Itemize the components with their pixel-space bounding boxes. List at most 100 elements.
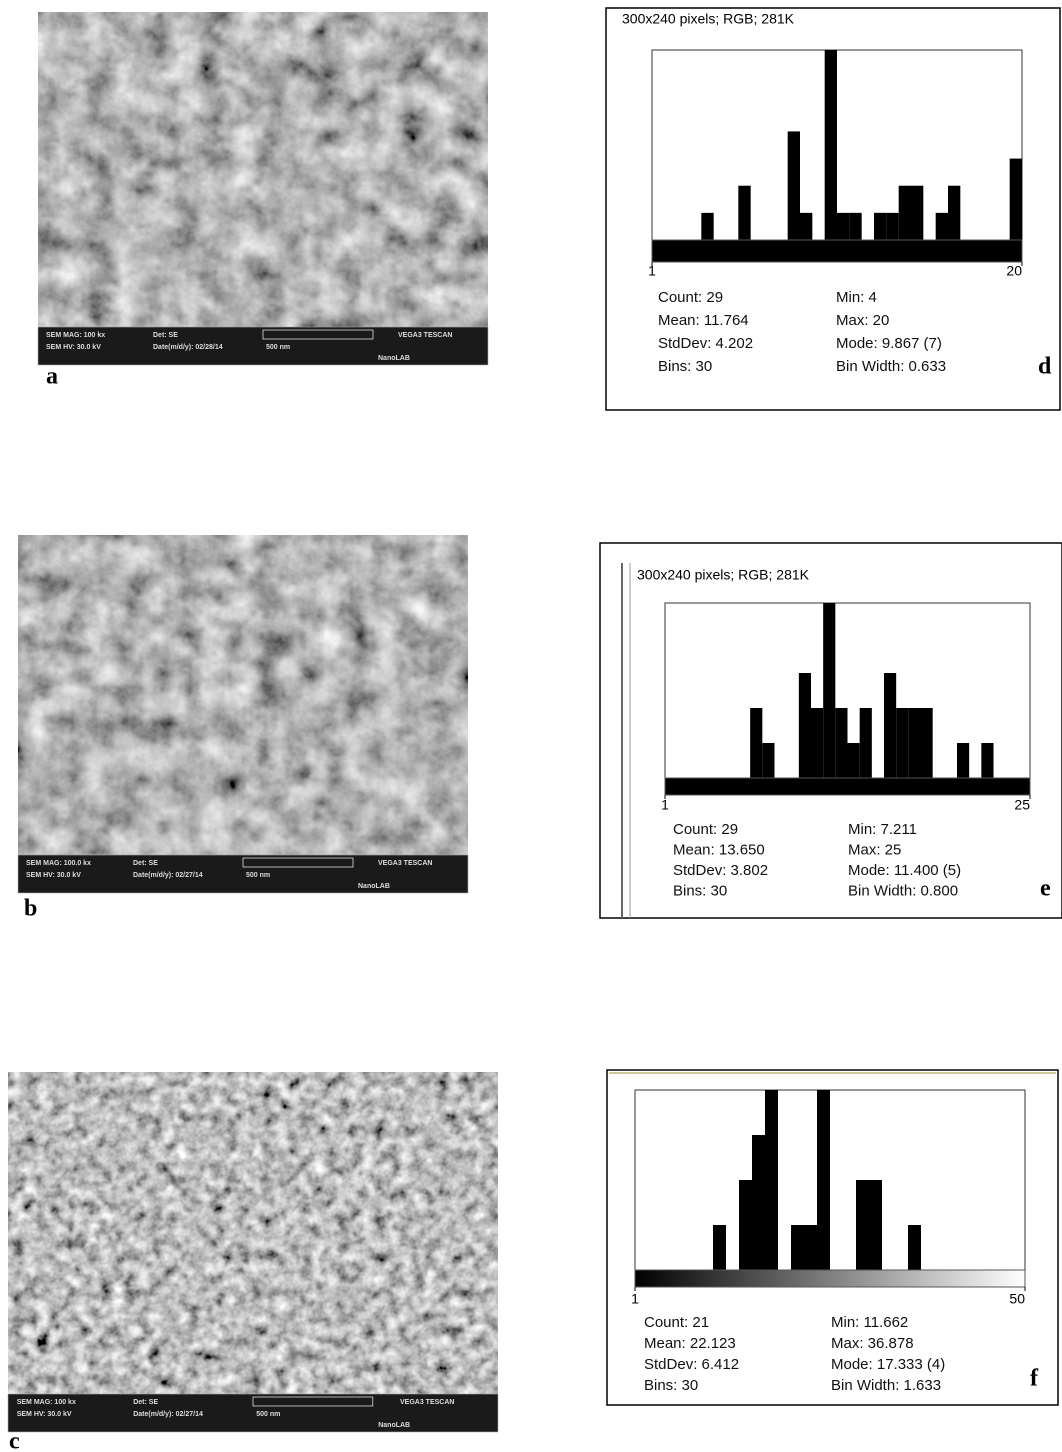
bar <box>739 1180 752 1270</box>
bar <box>713 1225 726 1270</box>
bar <box>825 50 837 240</box>
bar <box>849 213 861 240</box>
bar <box>835 708 847 778</box>
info-text: VEGA3 TESCAN <box>378 860 432 867</box>
stat: Mode: 9.867 (7) <box>836 335 942 352</box>
stat: Max: 20 <box>836 312 889 329</box>
stat: Count: 21 <box>644 1314 709 1331</box>
window-header: 300x240 pixels; RGB; 281K <box>637 567 810 583</box>
info-text: 500 nm <box>256 1411 280 1418</box>
panel-label: b <box>24 896 37 922</box>
panel-label: f <box>1030 1366 1039 1392</box>
stat: Max: 25 <box>848 841 901 858</box>
bar <box>921 708 933 778</box>
stat: Bins: 30 <box>658 358 712 375</box>
bar <box>874 213 886 240</box>
bar <box>981 743 993 778</box>
x-tick-label: 25 <box>1014 797 1030 813</box>
bar <box>738 186 750 240</box>
sem-texture <box>18 535 468 893</box>
stat: Count: 29 <box>673 821 738 838</box>
stat: StdDev: 4.202 <box>658 335 753 352</box>
intensity-bar <box>635 1270 1025 1287</box>
info-text: Det: SE <box>133 1399 158 1406</box>
bar <box>908 1225 921 1270</box>
bar <box>765 1090 778 1270</box>
info-text: SEM HV: 30.0 kV <box>26 872 81 879</box>
stat: Min: 4 <box>836 289 877 306</box>
x-tick-label: 1 <box>631 1291 639 1307</box>
stat: Bins: 30 <box>644 1377 698 1394</box>
bar <box>957 743 969 778</box>
info-text: Date(m/d/y): 02/27/14 <box>133 872 203 879</box>
bar <box>800 213 812 240</box>
info-text: NanoLAB <box>378 355 410 362</box>
bar <box>791 1225 804 1270</box>
stat: Min: 7.211 <box>848 821 917 838</box>
info-text: SEM MAG: 100.0 kx <box>26 860 91 867</box>
stat: Bin Width: 0.800 <box>848 882 958 899</box>
window-header: 300x240 pixels; RGB; 281K <box>622 11 795 27</box>
stat: Mode: 11.400 (5) <box>848 862 961 879</box>
bar <box>837 213 849 240</box>
x-tick-label: 20 <box>1006 263 1022 279</box>
bar <box>823 603 835 778</box>
bar <box>788 131 800 240</box>
stat: StdDev: 6.412 <box>644 1356 739 1373</box>
stat: Count: 29 <box>658 289 723 306</box>
bar <box>899 186 911 240</box>
panel-label: c <box>9 1429 20 1452</box>
info-text: 500 nm <box>266 344 290 351</box>
info-text: SEM MAG: 100 kx <box>17 1399 76 1406</box>
sem-texture <box>38 12 488 365</box>
stat: Mean: 13.650 <box>673 841 765 858</box>
info-text: SEM HV: 30.0 kV <box>46 344 101 351</box>
bar <box>948 186 960 240</box>
figure: SEM MAG: 100 kx Det: SE VEGA3 TESCAN SEM HV… <box>0 0 1062 1452</box>
bar <box>804 1225 817 1270</box>
bar <box>908 708 920 778</box>
x-tick-label: 1 <box>648 263 656 279</box>
stat: Max: 36.878 <box>831 1335 914 1352</box>
bar <box>811 708 823 778</box>
bar <box>762 743 774 778</box>
bar <box>1010 159 1022 240</box>
info-text: VEGA3 TESCAN <box>400 1399 454 1406</box>
bar <box>817 1090 830 1270</box>
bar <box>860 708 872 778</box>
x-tick-label: 50 <box>1009 1291 1025 1307</box>
bar <box>799 673 811 778</box>
bar <box>750 708 762 778</box>
bar <box>848 743 860 778</box>
intensity-bar <box>665 778 1030 795</box>
x-tick-label: 1 <box>661 797 669 813</box>
info-text: Date(m/d/y): 02/27/14 <box>133 1411 203 1418</box>
info-text: SEM MAG: 100 kx <box>46 332 105 339</box>
bar <box>701 213 713 240</box>
stat: Mean: 22.123 <box>644 1335 736 1352</box>
stat: Bin Width: 1.633 <box>831 1377 941 1394</box>
panel-label: e <box>1040 876 1051 902</box>
info-text: Det: SE <box>133 860 158 867</box>
stat: Bin Width: 0.633 <box>836 358 946 375</box>
bar <box>856 1180 869 1270</box>
stat: Mode: 17.333 (4) <box>831 1356 945 1373</box>
sem-texture <box>8 1072 498 1432</box>
bar <box>884 673 896 778</box>
info-text: VEGA3 TESCAN <box>398 332 452 339</box>
bar <box>869 1180 882 1270</box>
info-text: SEM HV: 30.0 kV <box>17 1411 72 1418</box>
panel-label: d <box>1038 354 1052 380</box>
stat: Mean: 11.764 <box>658 312 749 329</box>
bar <box>752 1135 765 1270</box>
stat: StdDev: 3.802 <box>673 862 768 879</box>
info-text: Date(m/d/y): 02/28/14 <box>153 344 223 351</box>
bar <box>911 186 923 240</box>
bar <box>936 213 948 240</box>
bar <box>886 213 898 240</box>
stat: Bins: 30 <box>673 882 727 899</box>
info-text: NanoLAB <box>358 883 390 890</box>
bar <box>896 708 908 778</box>
info-text: NanoLAB <box>378 1422 410 1429</box>
stat: Min: 11.662 <box>831 1314 908 1331</box>
